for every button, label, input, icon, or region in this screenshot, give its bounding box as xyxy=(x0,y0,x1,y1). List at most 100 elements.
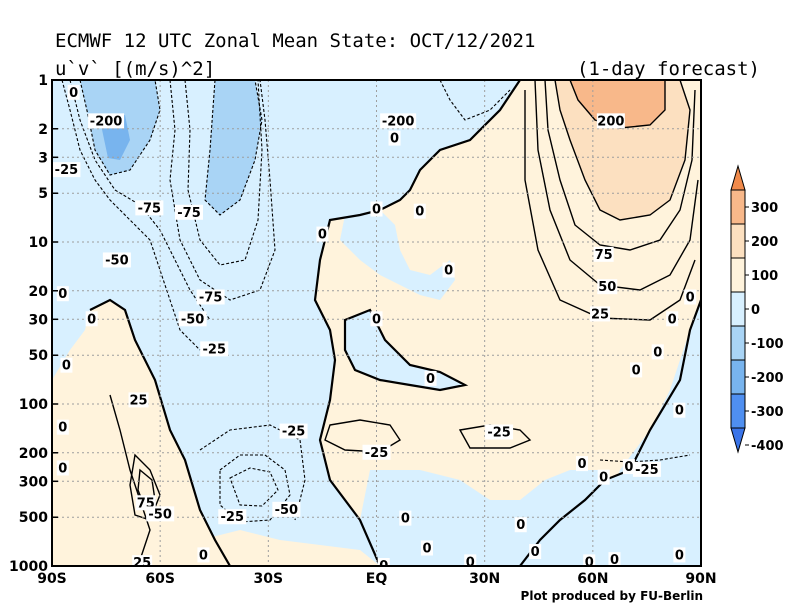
contour-label: 0 xyxy=(422,542,431,557)
contour-label: 0 xyxy=(401,512,410,527)
contour-label-bg xyxy=(597,469,610,485)
contour-label: 0 xyxy=(199,548,208,563)
field-positive-sh-small xyxy=(200,530,380,566)
contour-label-bg xyxy=(632,461,661,477)
contour-label-bg xyxy=(279,423,308,439)
y-tick-label: 3 xyxy=(38,150,48,166)
contour-label-bg xyxy=(196,289,225,305)
contour-label: 25 xyxy=(129,393,147,408)
contour-label: 0 xyxy=(675,548,684,563)
contour-label: 25 xyxy=(591,307,609,322)
credit-label: Plot produced by FU-Berlin xyxy=(521,589,703,603)
contour-label-bg xyxy=(146,506,175,522)
contour-label-bg xyxy=(684,289,697,305)
colorbar-label: 200 xyxy=(751,235,778,250)
contour-label: 0 xyxy=(675,404,684,419)
contour-label: -25 xyxy=(487,426,511,441)
contour-label-bg xyxy=(529,544,542,560)
x-tick-label: 30N xyxy=(469,571,500,587)
contour-label-bg xyxy=(135,200,164,216)
colorbar-segment xyxy=(730,223,746,259)
x-tick-label: 60N xyxy=(577,571,608,587)
field-negative-tropics-low xyxy=(360,470,600,566)
y-tick-label: 1000 xyxy=(9,559,48,575)
contour-label: 0 xyxy=(668,312,677,327)
y-tick-label: 50 xyxy=(29,348,49,364)
contour-label: 0 xyxy=(372,312,381,327)
colorbar: 300 200 100 0 -100 -200 -300 -400 xyxy=(730,164,784,454)
contour-label: 0 xyxy=(318,228,327,243)
x-tick-label: 30S xyxy=(254,571,284,587)
contour-label-bg xyxy=(88,113,125,129)
contour-label: 0 xyxy=(372,202,381,217)
y-tick-label: 200 xyxy=(19,446,48,462)
colorbar-top-arrow xyxy=(730,164,746,191)
colorbar-segment xyxy=(730,257,746,293)
contour-label: -50 xyxy=(148,507,172,522)
contour-label: -25 xyxy=(221,510,245,525)
field-negative-wedge xyxy=(340,210,455,300)
x-tick-label: 90N xyxy=(685,571,716,587)
contour-label: -75 xyxy=(138,201,162,216)
contour-label-bg xyxy=(102,252,131,268)
contour-label: 0 xyxy=(444,264,453,279)
x-axis: 90S 60S 30S EQ 30N 60N 90N xyxy=(37,571,716,587)
contour-label-bg xyxy=(622,459,635,475)
contour-label: 0 xyxy=(58,287,67,302)
contour-label-bg xyxy=(590,306,611,322)
contour-label-bg xyxy=(413,203,426,219)
contour-label-bg xyxy=(597,279,618,295)
contour-label-bg xyxy=(67,84,80,100)
contour-label: -75 xyxy=(177,206,201,221)
contour-label: -200 xyxy=(382,114,415,129)
y-tick-label: 1 xyxy=(38,73,48,89)
y-tick-label: 2 xyxy=(38,122,48,138)
contour-label-bg xyxy=(583,554,596,566)
contour-label: 0 xyxy=(426,372,435,387)
colorbar-segment xyxy=(730,189,746,225)
contour-label: -50 xyxy=(275,503,299,518)
contour-labels: 0-200-25-75 -75-500 -75-500-2502500-2575-5… xyxy=(52,84,697,571)
contour-label: 0 xyxy=(624,460,633,475)
contour-label-bg xyxy=(362,444,391,460)
contour-label-bg xyxy=(442,262,455,278)
contour-label-bg xyxy=(485,424,514,440)
y-tick-label: 5 xyxy=(38,186,48,202)
x-tick-label: 90S xyxy=(37,571,67,587)
contour-label-bg xyxy=(593,246,614,262)
colorbar-segment xyxy=(730,291,746,327)
contour-label: -25 xyxy=(55,163,79,178)
contour-label: -50 xyxy=(181,312,205,327)
contour-label-bg xyxy=(514,517,527,533)
contour-label: -25 xyxy=(203,342,227,357)
y-axis: 1 2 3 5 10 20 30 50 100 200 300 500 1000 xyxy=(9,73,58,575)
contour-label-bg xyxy=(630,362,643,378)
plot-area: 0-200-25-75 -75-500 -75-500-2502500-2575-5… xyxy=(52,80,701,571)
contour-label: 0 xyxy=(653,345,662,360)
contour-label: 0 xyxy=(69,86,78,101)
contour-label: 200 xyxy=(597,114,624,129)
field-negative-island xyxy=(345,310,465,390)
contour-label-bg xyxy=(52,162,81,178)
contour-label: -25 xyxy=(282,425,306,440)
contour-label: -50 xyxy=(105,253,129,268)
y-tick-label: 100 xyxy=(19,397,48,413)
contour-label-bg xyxy=(218,509,247,525)
contour-label-bg xyxy=(596,113,625,129)
contour-label: 75 xyxy=(595,248,613,263)
contour-label: -25 xyxy=(365,446,389,461)
contour-label-bg xyxy=(464,554,477,566)
contour-label-bg xyxy=(56,419,69,435)
colorbar-segment xyxy=(730,325,746,361)
contour-label: 25 xyxy=(133,556,151,571)
contour-label-bg xyxy=(197,547,210,563)
colorbar-label: -200 xyxy=(751,371,784,386)
colorbar-label: 300 xyxy=(751,201,778,216)
variable-label: u`v` [(m/s)^2] xyxy=(55,58,215,80)
contour-label: 0 xyxy=(390,132,399,147)
contour-label-bg xyxy=(56,286,69,302)
contour-label-bg xyxy=(175,204,204,220)
contour-label-bg xyxy=(380,113,417,129)
contour-label-bg xyxy=(420,540,433,556)
